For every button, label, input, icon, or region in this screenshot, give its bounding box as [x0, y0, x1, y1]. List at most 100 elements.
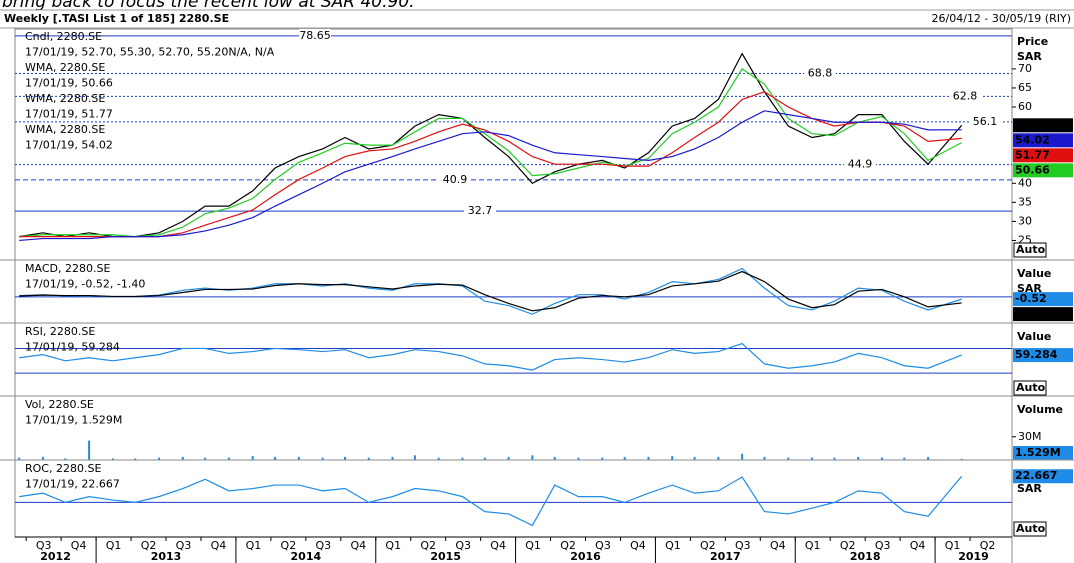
volume-bar: [111, 458, 114, 460]
x-tick-label: Q4: [630, 539, 646, 552]
x-tick-label: Q3: [176, 539, 192, 552]
x-tick-label: Q4: [490, 539, 506, 552]
volume-bar: [391, 456, 394, 460]
y-tick-label: 30M: [1018, 430, 1042, 443]
x-tick-label: Q3: [595, 539, 611, 552]
level-label: 62.8: [953, 89, 978, 102]
y-tick-label: 30: [1018, 214, 1032, 227]
volume-bar: [64, 458, 67, 460]
x-tick-label: Q4: [211, 539, 227, 552]
legend-extra: N/A, N/A: [228, 46, 274, 59]
level-label-bg: [464, 204, 496, 218]
volume-bar: [577, 457, 580, 460]
x-tick-label: Q3: [735, 539, 751, 552]
volume-bar: [531, 455, 534, 460]
level-label-bg: [844, 157, 876, 171]
year-label: 2015: [430, 550, 461, 563]
volume-bar: [251, 456, 254, 460]
volume-bar: [41, 456, 44, 460]
volume-bar: [134, 458, 137, 460]
price-box: [1013, 163, 1073, 178]
level-label-bg: [299, 28, 331, 42]
volume-bar: [927, 456, 930, 460]
y-tick-label: 70: [1018, 62, 1032, 75]
axis-unit: SAR: [1017, 482, 1042, 495]
y-tick-label: 65: [1018, 81, 1032, 94]
legend-text: 17/01/19, 54.02: [25, 139, 113, 152]
price-box: [1013, 148, 1073, 163]
year-label: 2014: [291, 550, 322, 563]
year-label: 2017: [710, 550, 741, 563]
y-tick-label: 35: [1018, 195, 1032, 208]
series-line: [19, 475, 963, 527]
x-tick-label: Q4: [770, 539, 786, 552]
series-line: [19, 267, 962, 315]
year-label: 2018: [850, 550, 881, 563]
series-line: [19, 91, 962, 238]
x-tick-label: Q3: [36, 539, 52, 552]
x-tick-label: Q4: [910, 539, 926, 552]
price-box: [1013, 469, 1073, 484]
x-tick-label: Q1: [945, 539, 961, 552]
legend-text: 17/01/19, -0.52, -1.40: [25, 278, 145, 291]
legend-text: Vol, 2280.SE: [25, 398, 94, 411]
volume-bar: [960, 458, 963, 460]
legend-text: MACD, 2280.SE: [25, 262, 110, 275]
price-box-label: 51.77: [1015, 148, 1050, 161]
legend-text: 17/01/19, 59.284: [25, 341, 120, 354]
price-box-label: 50.66: [1015, 163, 1050, 176]
plot-frame: [14, 28, 1013, 538]
volume-bar: [601, 457, 604, 460]
level-label: 68.8: [808, 66, 833, 79]
level-label: 32.7: [468, 204, 493, 217]
legend-text: 17/01/19, 50.66: [25, 77, 113, 90]
volume-bar: [741, 453, 744, 460]
level-label: 78.65: [299, 29, 331, 42]
auto-button: [1013, 521, 1047, 537]
level-label: 44.9: [848, 158, 873, 171]
x-tick-label: Q4: [350, 539, 366, 552]
auto-label: Auto: [1016, 243, 1046, 256]
series-line: [19, 110, 962, 242]
axis-title: Price: [1017, 35, 1048, 48]
volume-bar: [857, 456, 860, 460]
price-box: [1013, 292, 1073, 307]
x-tick-label: Q1: [106, 539, 122, 552]
volume-bar: [158, 457, 161, 460]
y-tick-label: 40: [1018, 176, 1032, 189]
volume-bar: [787, 457, 790, 460]
date-range: 26/04/12 - 30/05/19 (RIY): [932, 12, 1071, 25]
x-tick-label: Q2: [420, 539, 436, 552]
legend-text: 17/01/19, 22.667: [25, 478, 120, 491]
price-box-label: 22.667: [1015, 469, 1057, 482]
level-label: 40.9: [443, 173, 468, 186]
legend-text: 17/01/19, 52.70, 55.30, 52.70, 55.20: [25, 46, 228, 59]
legend-text: WMA, 2280.SE: [25, 61, 105, 74]
price-box: [1013, 307, 1073, 322]
auto-button: [1013, 242, 1047, 258]
volume-bar: [181, 456, 184, 460]
price-box: [1013, 133, 1073, 148]
x-tick-label: Q1: [805, 539, 821, 552]
legend-text: ROC, 2280.SE: [25, 462, 101, 475]
x-tick-label: Q2: [141, 539, 157, 552]
volume-bar: [693, 456, 696, 460]
volume-bar: [297, 456, 300, 460]
volume-bar: [811, 457, 814, 460]
volume-bar: [717, 456, 720, 460]
volume-bar: [833, 457, 836, 460]
volume-bar: [367, 457, 370, 460]
auto-label: Auto: [1016, 522, 1046, 535]
volume-bar: [274, 456, 277, 460]
level-label-bg: [949, 89, 981, 103]
x-tick-label: Q2: [700, 539, 716, 552]
legend-text: 17/01/19, 51.77: [25, 108, 113, 121]
volume-bar: [623, 456, 626, 460]
price-box-label: 54.02: [1015, 133, 1050, 146]
x-tick-label: Q2: [560, 539, 576, 552]
x-tick-label: Q3: [875, 539, 891, 552]
x-tick-label: Q3: [455, 539, 471, 552]
price-box: [1013, 446, 1073, 460]
auto-button: [1013, 380, 1047, 396]
